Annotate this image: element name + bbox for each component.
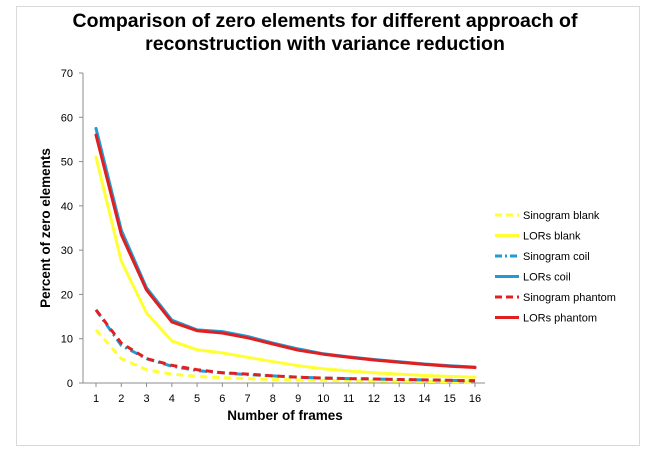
y-tick-label: 60 — [61, 112, 73, 124]
x-tick-label: 1 — [93, 393, 99, 405]
series-line-lors-phantom — [94, 133, 477, 369]
x-tick-label: 15 — [444, 393, 456, 405]
x-tick-label: 14 — [418, 393, 430, 405]
x-tick-label: 11 — [343, 393, 354, 405]
x-tick-label: 13 — [393, 393, 405, 405]
x-tick-label: 5 — [194, 393, 200, 405]
y-tick-label: 40 — [61, 201, 73, 213]
x-tick-label: 16 — [469, 393, 481, 405]
x-tick-label: 10 — [317, 393, 329, 405]
x-tick-label: 4 — [169, 393, 175, 405]
y-tick-label: 20 — [61, 289, 73, 301]
legend-entry: LORs phantom — [523, 313, 597, 325]
x-tick-label: 6 — [219, 393, 225, 405]
y-axis-label: Percent of zero elements — [38, 148, 53, 308]
x-tick-label: 12 — [368, 393, 380, 405]
y-tick-label: 0 — [67, 378, 73, 390]
legend-entry: Sinogram blank — [523, 210, 600, 222]
legend-entry: Sinogram phantom — [523, 292, 616, 304]
y-tick-label: 10 — [61, 334, 73, 346]
series-line-lors-coil — [94, 126, 477, 369]
series-line-sinogram-blank — [94, 328, 476, 384]
series-line-lors-blank — [94, 155, 477, 379]
x-tick-label: 7 — [245, 393, 251, 405]
x-tick-label: 3 — [143, 393, 149, 405]
y-tick-label: 70 — [61, 68, 73, 80]
x-tick-label: 2 — [118, 393, 124, 405]
x-axis-label: Number of frames — [227, 408, 343, 423]
y-tick-label: 50 — [61, 157, 73, 169]
chart-title: Comparison of zero elements for differen… — [72, 10, 578, 55]
series-line-sinogram-phantom — [94, 308, 476, 383]
x-tick-label: 9 — [295, 393, 301, 405]
legend-entry: LORs blank — [523, 231, 581, 243]
legend-entry: Sinogram coil — [523, 251, 590, 263]
x-tick-label: 8 — [270, 393, 276, 405]
y-tick-label: 30 — [61, 245, 73, 257]
legend-entry: LORs coil — [523, 272, 571, 284]
